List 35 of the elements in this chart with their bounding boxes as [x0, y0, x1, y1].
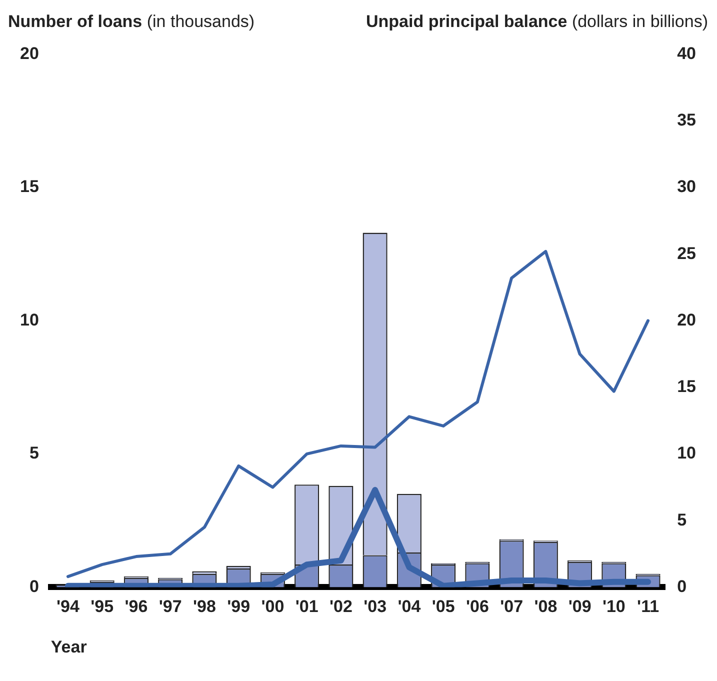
- x-tick-label: '97: [158, 597, 182, 616]
- y-axis-title: Number of loans (in thousands): [8, 12, 255, 31]
- x-tick-label: '04: [398, 597, 422, 616]
- x-tick-label: '94: [56, 597, 80, 616]
- y2-tick-label: 0: [677, 576, 687, 596]
- x-tick-label: '95: [90, 597, 114, 616]
- y2-tick-label: 10: [677, 444, 696, 463]
- x-tick-label: '09: [568, 597, 592, 616]
- y2-tick-label: 35: [677, 110, 696, 130]
- x-tick-label: '00: [261, 597, 284, 616]
- x-tick-label: '07: [500, 597, 524, 616]
- x-tick-label: '05: [432, 597, 455, 616]
- y2-tick-label: 5: [677, 510, 687, 530]
- x-tick-label: '10: [602, 597, 626, 616]
- y-tick-label: 15: [20, 177, 39, 196]
- y2-tick-label: 15: [677, 377, 696, 396]
- y-tick-label: 0: [29, 576, 39, 596]
- x-tick-label: '99: [227, 597, 250, 616]
- y-tick-label: 20: [20, 44, 39, 63]
- y2-axis-title: Unpaid principal balance (dollars in billions): [366, 12, 708, 31]
- x-tick-label: '02: [329, 597, 352, 616]
- x-tick-label: '06: [466, 597, 489, 616]
- y2-tick-label: 30: [677, 177, 696, 196]
- y2-tick-label: 40: [677, 44, 696, 63]
- x-tick-label: '96: [124, 597, 148, 616]
- x-tick-label: '98: [192, 597, 216, 616]
- y2-tick-label: 25: [677, 244, 696, 263]
- y-tick-label: 10: [20, 310, 39, 330]
- y-tick-label: 5: [29, 444, 39, 463]
- x-tick-label: '11: [637, 597, 660, 616]
- y2-tick-label: 20: [677, 310, 696, 330]
- x-tick-label: '01: [295, 597, 318, 616]
- x-tick-label: '03: [364, 597, 387, 616]
- x-axis-title: Year: [50, 637, 88, 656]
- x-tick-label: '08: [534, 597, 558, 616]
